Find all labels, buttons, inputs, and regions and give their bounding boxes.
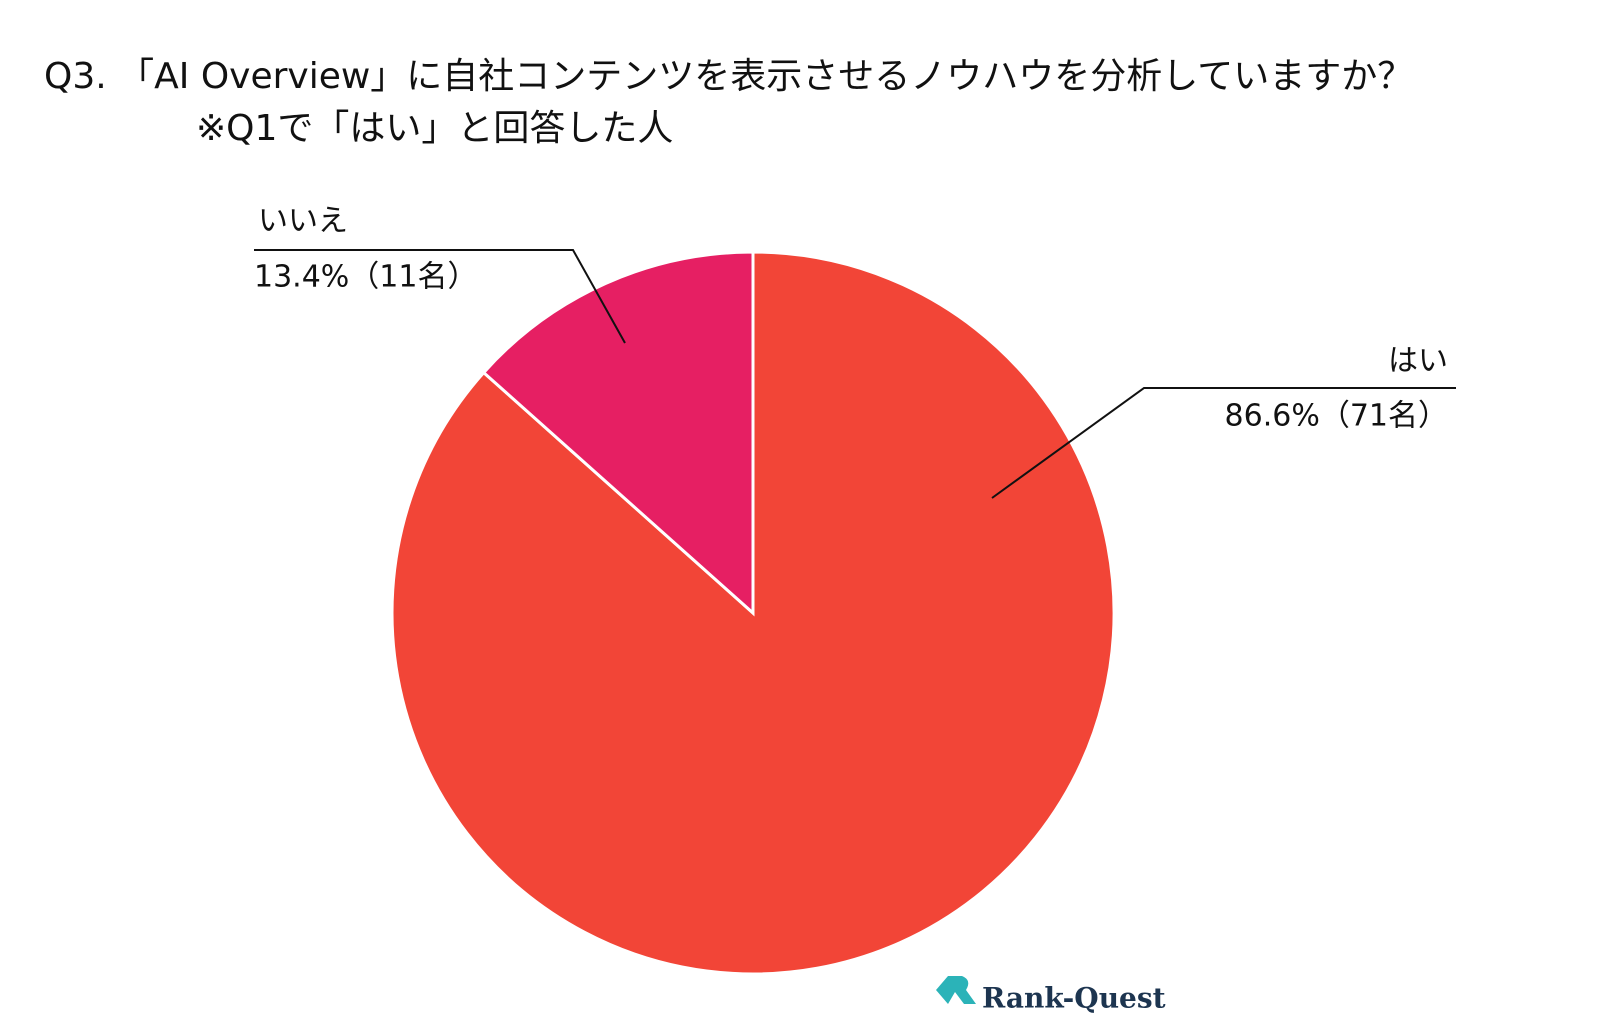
- value-label: 13.4%（11名）: [254, 260, 477, 295]
- pie-slice: [481, 250, 755, 617]
- logo: Rank-Quest: [936, 976, 1166, 1015]
- logo-icon: [936, 976, 976, 1004]
- chart-title: Q3. 「AI Overview」に自社コンテンツを表示させるノウハウを分析して…: [44, 56, 1413, 97]
- value-label: 86.6%（71名）: [1225, 399, 1448, 434]
- logo-text: Rank-Quest: [982, 982, 1166, 1015]
- chart-subtitle: ※Q1で「はい」と回答した人: [196, 108, 673, 149]
- leader-line: [254, 249, 626, 344]
- leader-line: [991, 387, 1456, 499]
- slice-label: はい: [1388, 344, 1448, 379]
- slice-label: いいえ: [258, 204, 348, 239]
